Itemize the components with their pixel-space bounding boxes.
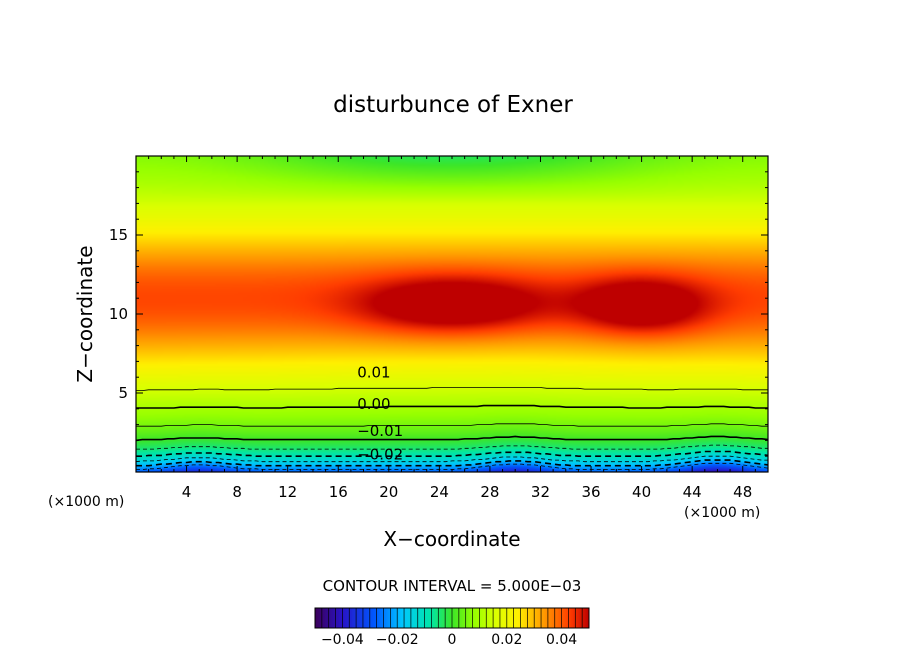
contour-label: 0.00 bbox=[357, 395, 390, 413]
y-tick-label: 10 bbox=[109, 305, 128, 323]
colorbar: −0.04 −0.02 0 0.02 0.04 bbox=[314, 607, 590, 648]
colorbar-ticks: −0.04 −0.02 0 0.02 0.04 bbox=[321, 632, 577, 648]
contour-labels: 0.01 0.00 −0.01 −0.02 bbox=[357, 363, 403, 463]
x-tick-label: 44 bbox=[683, 483, 702, 501]
x-tick-label: 4 bbox=[182, 483, 192, 501]
x-tick-label: 36 bbox=[581, 483, 600, 501]
contour-line bbox=[135, 435, 769, 442]
contour-label: −0.02 bbox=[357, 446, 403, 464]
colorbar-tick-label: 0.04 bbox=[546, 632, 577, 648]
x-tick-label: 40 bbox=[632, 483, 651, 501]
y-axis-label: Z−coordinate bbox=[73, 245, 97, 382]
x-axis-label: X−coordinate bbox=[383, 527, 520, 551]
x-tick-label: 28 bbox=[480, 483, 499, 501]
colorbar-frame bbox=[314, 607, 590, 629]
x-unit-left: (×1000 m) bbox=[48, 494, 124, 510]
colorbar-tick-label: 0.02 bbox=[491, 632, 522, 648]
contour-line bbox=[136, 423, 768, 427]
contour-line bbox=[136, 459, 769, 467]
contour-line bbox=[135, 455, 768, 463]
plot-area: 0.01 0.00 −0.01 −0.02 bbox=[135, 155, 769, 473]
chart-title: disturbunce of Exner bbox=[333, 92, 573, 118]
x-axis-ticks: 4 8 12 16 20 24 28 32 36 40 44 48 bbox=[148, 156, 756, 501]
colorbar-tick-label: −0.04 bbox=[321, 632, 364, 648]
y-tick-label: 5 bbox=[118, 384, 128, 402]
colorbar-tick-label: 0 bbox=[448, 632, 457, 648]
contour-label: 0.01 bbox=[357, 363, 390, 381]
colorbar-tick-label: −0.02 bbox=[376, 632, 419, 648]
x-unit-right: (×1000 m) bbox=[684, 505, 760, 521]
contour-lines bbox=[135, 387, 769, 471]
x-tick-label: 16 bbox=[329, 483, 348, 501]
x-tick-label: 48 bbox=[733, 483, 752, 501]
contour-line bbox=[136, 387, 768, 392]
colorbar-stripes bbox=[321, 608, 583, 628]
x-tick-label: 20 bbox=[379, 483, 398, 501]
y-tick-label: 15 bbox=[109, 226, 128, 244]
contour-line bbox=[136, 444, 768, 450]
x-tick-label: 12 bbox=[278, 483, 297, 501]
contour-interval-text: CONTOUR INTERVAL = 5.000E−03 bbox=[323, 577, 582, 595]
contour-label: −0.01 bbox=[357, 422, 403, 440]
contour-line bbox=[136, 404, 768, 409]
x-tick-label: 24 bbox=[430, 483, 449, 501]
field-raster bbox=[136, 156, 768, 472]
y-axis-ticks: 5 10 15 bbox=[109, 171, 768, 457]
x-tick-label: 8 bbox=[232, 483, 242, 501]
x-tick-label: 32 bbox=[531, 483, 550, 501]
contour-line bbox=[136, 450, 769, 458]
